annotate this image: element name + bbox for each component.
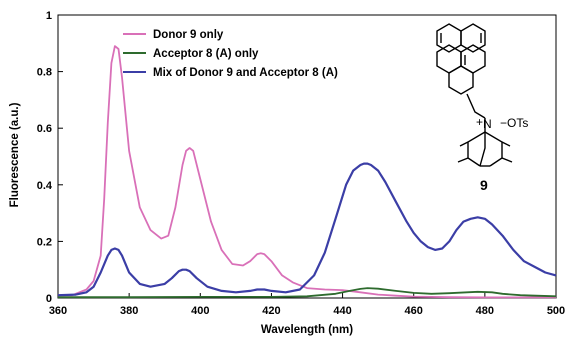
y-tick-label: 0.2 <box>37 236 52 248</box>
x-axis-title: Wavelength (nm) <box>261 324 353 336</box>
x-tick-label: 380 <box>120 305 138 317</box>
plot-frame <box>57 14 557 299</box>
molecule-structure-9 <box>436 23 513 167</box>
y-tick-label: 0.8 <box>37 67 52 79</box>
legend-label-mix: Mix of Donor 9 and Acceptor 8 (A) <box>153 67 338 79</box>
legend: Donor 9 only Acceptor 8 (A) only Mix of … <box>123 29 338 79</box>
y-tick-label: 1 <box>46 10 52 22</box>
series-line-acceptor <box>58 287 557 299</box>
x-tick-label: 480 <box>476 305 494 317</box>
y-tick-label: 0.4 <box>37 180 53 192</box>
compound-number: 9 <box>480 177 488 193</box>
x-tick-label: 440 <box>333 305 351 317</box>
x-tick-label: 460 <box>405 305 423 317</box>
molecule-counterion: −OTs <box>500 116 528 130</box>
series-line-donor <box>58 45 556 299</box>
x-tick-label: 400 <box>191 305 209 317</box>
x-tick-label: 420 <box>262 305 280 317</box>
y-tick-label: 0.6 <box>37 123 52 135</box>
molecule-nitrogen: N <box>483 117 492 131</box>
y-tick-label: 0 <box>46 293 52 305</box>
legend-label-acceptor: Acceptor 8 (A) only <box>153 48 259 60</box>
y-axis-ticks: 0 0.2 0.4 0.6 0.8 1 <box>37 10 63 305</box>
series-line-mix <box>57 162 557 297</box>
x-tick-label: 500 <box>547 305 565 317</box>
x-axis-ticks: 360 380 400 420 440 460 480 500 <box>49 293 565 317</box>
molecule-charge: + <box>476 115 483 129</box>
x-tick-label: 360 <box>49 305 67 317</box>
legend-label-donor: Donor 9 only <box>153 29 224 41</box>
series-lines <box>57 45 557 299</box>
y-axis-title: Fluorescence (a.u.) <box>9 102 21 207</box>
